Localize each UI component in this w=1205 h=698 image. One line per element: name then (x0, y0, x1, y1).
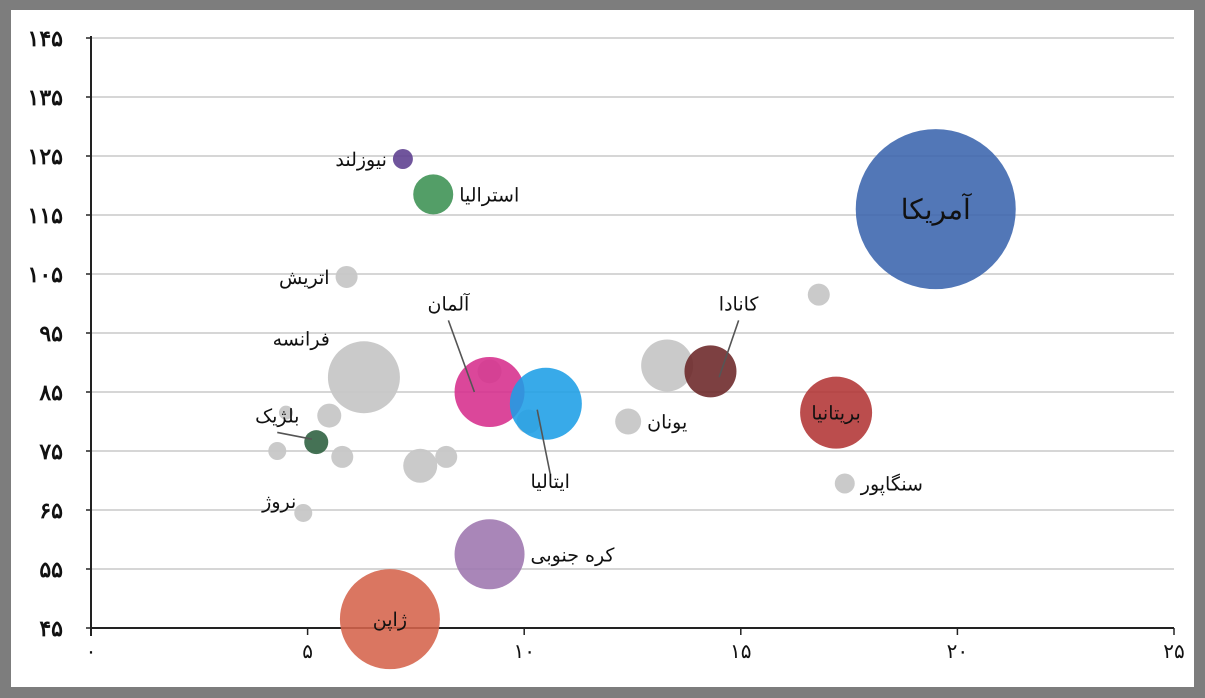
x-tick-label: ۱۰ (513, 639, 534, 663)
y-tick-label: ۶۵ (39, 498, 63, 524)
bubble-label: کره جنوبی (531, 544, 616, 566)
leader-lines (277, 320, 740, 474)
y-tick-label: ۸۵ (38, 380, 63, 406)
bubble-label: بریتانیا (811, 403, 860, 425)
bubble (800, 376, 873, 449)
bubble (855, 129, 1016, 290)
leader-line (277, 431, 313, 440)
leader-line (718, 320, 740, 378)
y-tick-label: ۵۵ (39, 557, 63, 583)
leader-line (536, 409, 551, 474)
x-tick-label: ۲۵ (1163, 639, 1184, 663)
chart-frame: ۴۵ ۵۵ ۶۵ ۷۵ ۸۵ ۹۵ ۱۰۵ ۱۱۵ ۱۲۵ ۱۳۵ ۱۴۵ ۰ ۵ ۱۰ ۱۵ ۲۰ ۲۵ آ… (11, 10, 1194, 687)
bubble-label: فرانسه (273, 328, 330, 350)
bubble (339, 569, 440, 670)
bubble (304, 430, 329, 455)
leader-line (447, 320, 476, 393)
x-tick-label: ۵ (302, 639, 313, 663)
bubble (615, 408, 642, 435)
bubble (331, 445, 354, 468)
bubble (278, 405, 293, 420)
x-tick-label: ۰ (86, 639, 97, 663)
bubble (435, 445, 458, 468)
bubble-label: نروژ (261, 491, 296, 513)
bubble-chart: ۴۵ ۵۵ ۶۵ ۷۵ ۸۵ ۹۵ ۱۰۵ ۱۱۵ ۱۲۵ ۱۳۵ ۱۴۵ ۰ ۵ ۱۰ ۱۵ ۲۰ ۲۵ آ… (28, 26, 1185, 670)
y-tick-label: ۱۰۵ (28, 262, 64, 288)
bubble (684, 345, 737, 398)
bubble (317, 403, 342, 428)
bubble (294, 503, 313, 522)
y-tick-labels: ۴۵ ۵۵ ۶۵ ۷۵ ۸۵ ۹۵ ۱۰۵ ۱۱۵ ۱۲۵ ۱۳۵ ۱۴۵ (28, 26, 64, 642)
bubble-label: ژاپن (373, 609, 407, 631)
axes (86, 36, 1175, 636)
bubble (392, 148, 413, 169)
bubble-label: نیوزلند (335, 149, 387, 171)
bubble-label: اتریش (279, 267, 330, 289)
bubble (403, 448, 438, 483)
y-tick-label: ۱۳۵ (28, 85, 64, 111)
y-tick-label: ۱۱۵ (28, 203, 64, 229)
bubble-label: یونان (647, 412, 687, 434)
x-tick-label: ۱۵ (730, 639, 751, 663)
y-tick-label: ۱۴۵ (28, 26, 64, 52)
bubble (268, 442, 287, 460)
x-tick-label: ۲۰ (947, 639, 968, 663)
bubble (807, 283, 830, 306)
bubble-label: سنگاپور (860, 472, 923, 495)
bubble-label: آمریکا (901, 192, 972, 226)
bubble (641, 339, 694, 392)
bubble-labels: آمریکا ژاپن بریتانیا کانادا آلمان ایتالیا کره … (255, 149, 972, 631)
bubble-label: آلمان (427, 292, 470, 315)
y-tick-label: ۹۵ (39, 321, 63, 347)
bubble (413, 174, 454, 215)
y-tick-label: ۷۵ (38, 439, 63, 465)
y-tick-label: ۴۵ (39, 616, 63, 642)
bubble (454, 357, 525, 427)
bubble-label: کانادا (719, 293, 760, 315)
bubble (327, 341, 400, 414)
bubble (509, 367, 582, 440)
grid-lines (91, 37, 1174, 570)
y-tick-label: ۱۲۵ (28, 144, 64, 170)
bubble-label: بلژیک (255, 405, 299, 427)
x-tick-labels: ۰ ۵ ۱۰ ۱۵ ۲۰ ۲۵ (86, 639, 1185, 663)
bubble (335, 265, 358, 288)
bubble-label: ایتالیا (530, 471, 569, 493)
bubble (454, 519, 525, 590)
bubble (834, 473, 855, 494)
bubble-label: استرالیا (459, 184, 519, 206)
bubbles (268, 129, 1016, 670)
